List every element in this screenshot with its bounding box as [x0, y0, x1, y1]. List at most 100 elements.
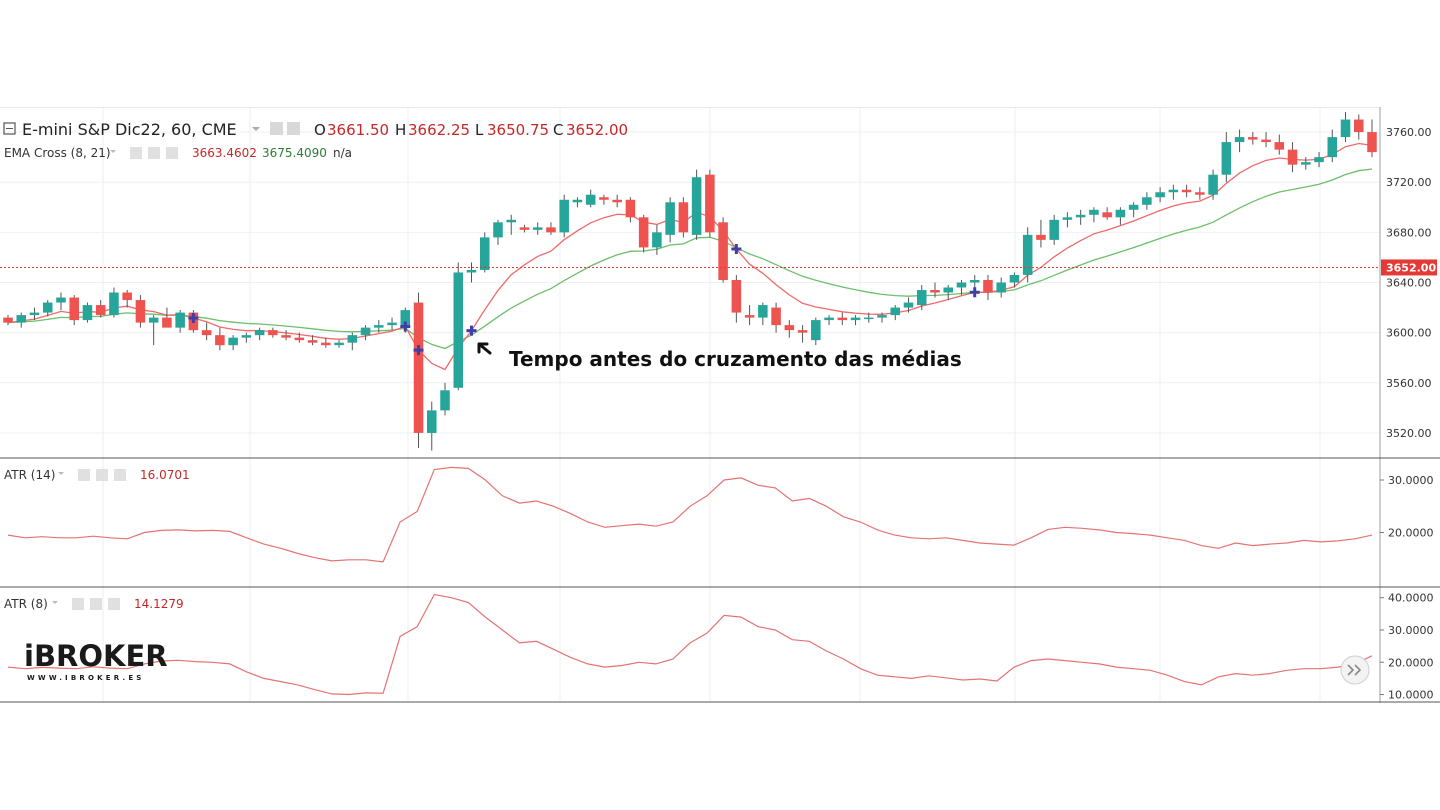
atr8-title: ATR (8) — [4, 597, 48, 611]
eye-icon[interactable] — [78, 469, 90, 481]
candle-body — [1036, 234, 1046, 240]
candle-body — [506, 219, 516, 223]
close-icon[interactable] — [166, 147, 178, 159]
candle-body — [374, 325, 384, 328]
candle-body — [1234, 137, 1245, 143]
candle-body — [1062, 217, 1073, 220]
candle-body — [440, 390, 450, 411]
candle-body — [1367, 132, 1377, 153]
chevron-down-icon[interactable] — [52, 601, 58, 604]
candle-body — [1049, 219, 1059, 240]
candle-body — [797, 330, 808, 333]
ema-na: n/a — [333, 146, 352, 160]
candle-body — [599, 197, 609, 200]
price-tick-label: 3640.00 — [1386, 277, 1432, 290]
candle-body — [1261, 139, 1271, 143]
ema-cross-marker — [969, 287, 980, 298]
atr14-pane — [7, 466, 1384, 563]
candle-body — [453, 272, 464, 388]
candle-body — [983, 279, 993, 293]
atr14-legend[interactable]: ATR (14) 16.0701 — [4, 468, 190, 482]
price-tick-label: 3680.00 — [1386, 226, 1432, 239]
candle-body — [215, 335, 225, 346]
gear-icon[interactable] — [287, 122, 300, 135]
price-tick-label: 3560.00 — [1386, 377, 1432, 390]
ema-fast-line — [7, 142, 1373, 371]
ema-cross-marker — [188, 313, 199, 324]
ema-slow-line — [7, 168, 1373, 350]
candle-body — [69, 297, 79, 321]
candle-body — [943, 287, 954, 293]
price-tag-bg — [1381, 259, 1437, 276]
symbol-title: E-mini S&P Dic22, 60, CME — [22, 120, 237, 139]
candle-body — [201, 330, 212, 336]
indicator-tick-label: 20.0000 — [1388, 527, 1434, 540]
double-chevron-right-icon[interactable] — [1347, 664, 1362, 676]
chevron-down-icon[interactable] — [58, 472, 64, 475]
candle-body — [1115, 209, 1126, 218]
candle-body — [1155, 192, 1165, 198]
candle-body — [29, 312, 40, 316]
eye-icon[interactable] — [270, 122, 283, 135]
indicator-tick-label: 40.0000 — [1388, 592, 1434, 605]
candle-body — [519, 227, 530, 230]
atr8-legend[interactable]: ATR (8) 14.1279 — [4, 597, 184, 611]
close-icon[interactable] — [108, 598, 120, 610]
gear-icon[interactable] — [90, 598, 102, 610]
collapse-icon[interactable] — [3, 122, 16, 135]
candle-body — [56, 297, 66, 303]
ema-legend[interactable]: EMA Cross (8, 21) 3663.4602 3675.4090 n/… — [4, 146, 352, 160]
gear-icon[interactable] — [96, 469, 108, 481]
candle-body — [1314, 157, 1324, 163]
scroll-right-bg[interactable] — [1340, 655, 1370, 685]
candle-body — [1022, 234, 1033, 275]
candle-body — [1208, 174, 1218, 195]
ema-cross-marker — [731, 243, 742, 254]
candle-body — [1340, 119, 1351, 138]
symbol-legend[interactable]: E-mini S&P Dic22, 60, CME O 3661.50 H 36… — [3, 120, 628, 139]
candle-body — [678, 202, 689, 233]
atr14-title: ATR (14) — [4, 468, 55, 482]
candle-body — [864, 317, 874, 320]
annotation-text: Tempo antes do cruzamento das médias — [509, 347, 962, 371]
candle-body — [479, 237, 490, 270]
gear-icon[interactable] — [148, 147, 160, 159]
close-label: C — [553, 121, 563, 139]
atr8-value: 14.1279 — [134, 597, 184, 611]
indicator-tick-label: 30.0000 — [1388, 474, 1434, 487]
ema-lines — [7, 142, 1373, 371]
price-axis[interactable]: 3520.00 3560.00 3600.00 3640.00 3680.00 3720.… — [1386, 126, 1434, 701]
candle-body — [916, 290, 927, 306]
candle-body — [638, 217, 649, 248]
candle-body — [387, 322, 397, 326]
candle-body — [281, 335, 291, 338]
candle-body — [837, 317, 848, 321]
eye-icon[interactable] — [72, 598, 84, 610]
arrow-icon — [477, 342, 492, 355]
high-value: 3662.25 — [408, 121, 470, 139]
price-tick-label: 3760.00 — [1386, 126, 1432, 139]
candle-body — [175, 312, 185, 328]
low-value: 3650.75 — [487, 121, 549, 139]
atr-line — [7, 466, 1373, 563]
scroll-right-button[interactable] — [1340, 655, 1370, 685]
eye-icon[interactable] — [130, 147, 142, 159]
candle-body — [95, 305, 106, 316]
candle-body — [466, 269, 477, 273]
chevron-down-icon[interactable] — [252, 127, 260, 131]
price-tick-label: 3600.00 — [1386, 327, 1432, 340]
candle-body — [559, 199, 569, 233]
chart-svg[interactable]: 3520.00 3560.00 3600.00 3640.00 3680.00 3720.… — [0, 107, 1440, 703]
candle-body — [930, 290, 940, 293]
chart-area[interactable]: 3520.00 3560.00 3600.00 3640.00 3680.00 3720.… — [0, 107, 1440, 703]
candle-body — [824, 317, 834, 321]
candle-body — [268, 330, 278, 336]
candle-body — [811, 320, 821, 341]
candle-body — [426, 410, 437, 433]
candle-body — [585, 194, 596, 205]
candle-body — [903, 302, 914, 308]
candle-body — [850, 317, 861, 321]
close-icon[interactable] — [114, 469, 126, 481]
chevron-down-icon[interactable] — [110, 150, 116, 153]
candle-body — [1287, 149, 1298, 165]
